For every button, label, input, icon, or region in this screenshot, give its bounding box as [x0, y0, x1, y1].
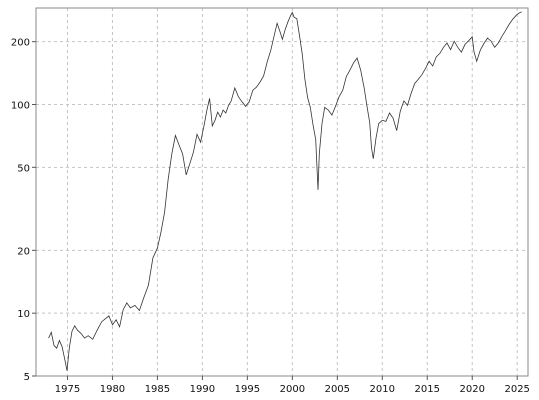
x-tick-label: 2000: [280, 384, 305, 395]
grid-lines: [36, 8, 528, 377]
series-line: [48, 11, 522, 371]
y-tick-label: 200: [11, 38, 30, 49]
y-tick-label: 10: [17, 309, 30, 320]
series-lines: [48, 11, 522, 371]
y-tick-label: 20: [17, 246, 30, 257]
y-tick-label: 5: [24, 372, 30, 383]
x-tick-label: 1990: [190, 384, 215, 395]
x-tick-label: 2025: [504, 384, 529, 395]
y-axis-ticks: 5 10 20 50 100 200: [11, 38, 36, 383]
x-axis-ticks: 1975 1980 1985 1990 1995 2000 2005 2010 2015 2020…: [55, 376, 530, 395]
y-tick-label: 100: [11, 100, 30, 111]
x-tick-label: 2005: [325, 384, 350, 395]
x-tick-label: 1985: [145, 384, 170, 395]
x-tick-label: 2015: [415, 384, 440, 395]
x-tick-label: 1975: [55, 384, 80, 395]
y-tick-label: 50: [17, 163, 30, 174]
x-tick-label: 1995: [235, 384, 260, 395]
x-tick-label: 2020: [460, 384, 485, 395]
x-tick-label: 1980: [100, 384, 125, 395]
x-tick-label: 2010: [370, 384, 395, 395]
plot-frame: [35, 7, 529, 377]
